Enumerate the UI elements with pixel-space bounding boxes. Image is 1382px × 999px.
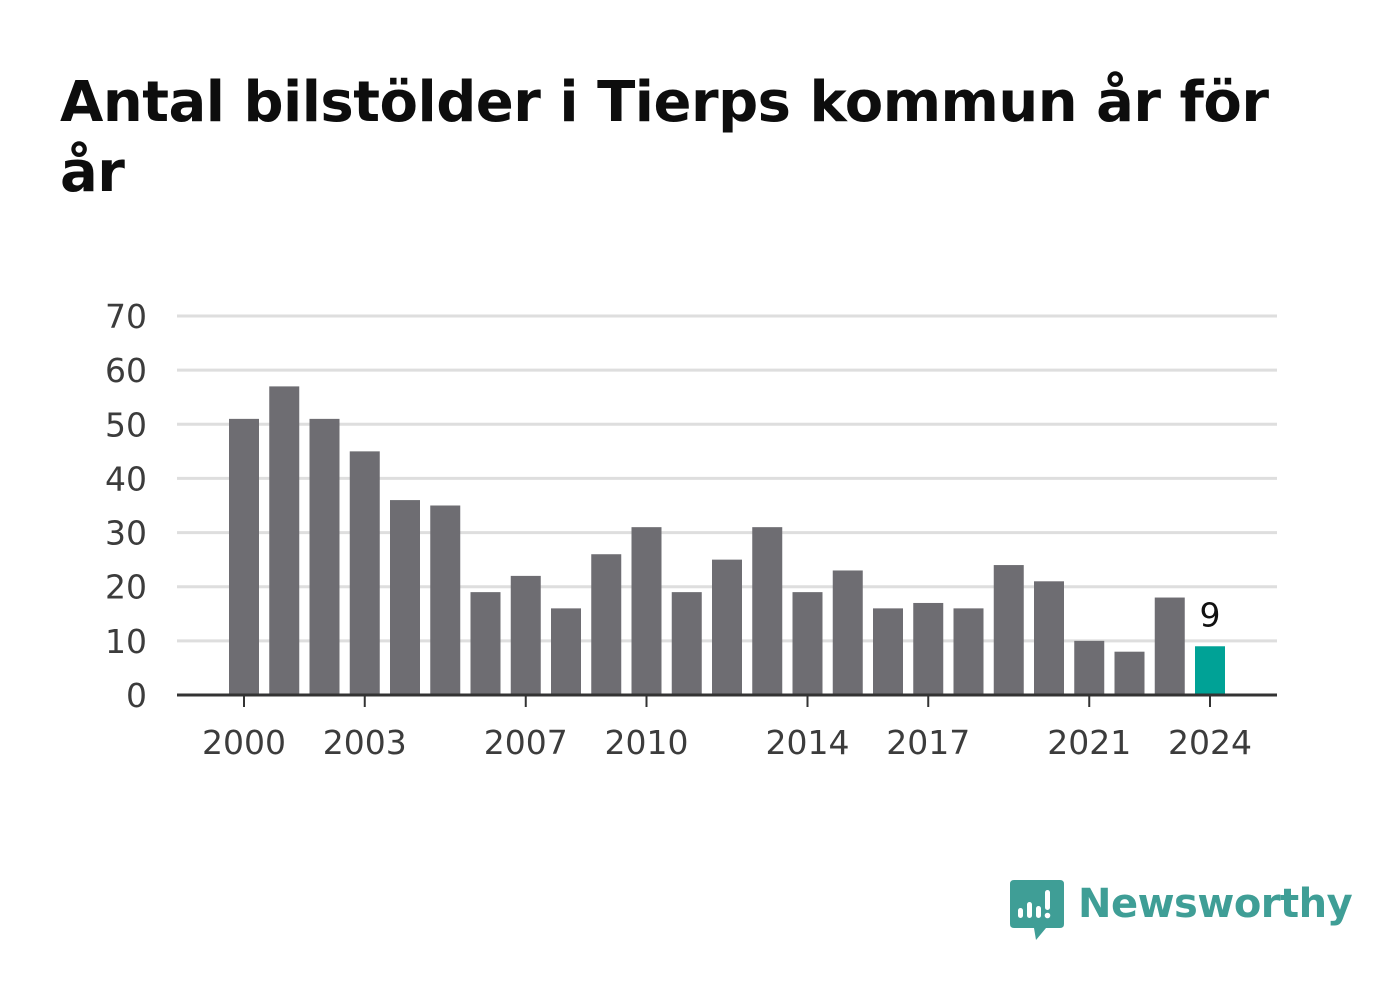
value-label-2024: 9 xyxy=(1200,595,1221,634)
x-tick-label-2021: 2021 xyxy=(1047,723,1131,762)
bar-2011 xyxy=(671,592,702,695)
x-axis xyxy=(177,693,1277,707)
bar-2020 xyxy=(1034,581,1064,695)
bar-2018 xyxy=(953,608,984,695)
x-axis-labels: 2000 2003 2007 2010 2014 2017 2021 2024 xyxy=(202,723,1252,762)
y-tick-label-10: 10 xyxy=(105,622,147,661)
y-tick-label-60: 60 xyxy=(105,351,147,390)
y-axis-labels: 0 10 20 30 40 50 60 70 xyxy=(105,297,147,715)
x-tick-label-2007: 2007 xyxy=(484,723,568,762)
bar-2010 xyxy=(631,527,662,695)
y-tick-label-30: 30 xyxy=(105,514,147,553)
x-tick-label-2010: 2010 xyxy=(605,723,689,762)
bar-2006 xyxy=(470,592,501,695)
x-tick-label-2017: 2017 xyxy=(886,723,970,762)
bar-2022 xyxy=(1114,651,1145,695)
x-tick-label-2000: 2000 xyxy=(202,723,286,762)
newsworthy-logo: Newsworthy xyxy=(1010,878,1353,942)
bar-2023 xyxy=(1154,597,1185,695)
bar-2014 xyxy=(792,592,823,695)
bar-2016 xyxy=(873,608,903,695)
y-tick-label-20: 20 xyxy=(105,568,147,607)
bar-2007 xyxy=(510,575,541,695)
bar-2004 xyxy=(390,500,420,695)
bar-2024 xyxy=(1195,646,1225,695)
bar-2002 xyxy=(309,418,340,695)
annotations: 9 xyxy=(1200,595,1221,634)
bar-2021 xyxy=(1074,640,1105,695)
bar-2012 xyxy=(712,559,742,695)
y-tick-label-40: 40 xyxy=(105,459,147,498)
bar-2009 xyxy=(591,554,622,695)
x-tick-label-2024: 2024 xyxy=(1168,723,1252,762)
y-tick-label-70: 70 xyxy=(105,297,147,336)
bar-2001 xyxy=(269,386,300,695)
bar-2003 xyxy=(349,451,380,695)
bars xyxy=(229,386,1225,695)
bar-2017 xyxy=(913,602,944,695)
bar-2013 xyxy=(752,527,783,695)
x-tick-label-2003: 2003 xyxy=(323,723,407,762)
x-tick-label-2014: 2014 xyxy=(766,723,850,762)
y-tick-label-50: 50 xyxy=(105,405,147,444)
bar-2000 xyxy=(229,418,259,695)
bar-2015 xyxy=(832,570,863,695)
bar-2005 xyxy=(430,505,461,695)
newsworthy-logo-icon xyxy=(1010,880,1064,940)
bar-2019 xyxy=(993,565,1024,695)
chart-title: Antal bilstölder i Tierps kommun år för … xyxy=(60,70,1269,205)
bar-2008 xyxy=(551,608,581,695)
newsworthy-logo-text: Newsworthy xyxy=(1078,881,1353,927)
y-tick-label-0: 0 xyxy=(126,676,147,715)
